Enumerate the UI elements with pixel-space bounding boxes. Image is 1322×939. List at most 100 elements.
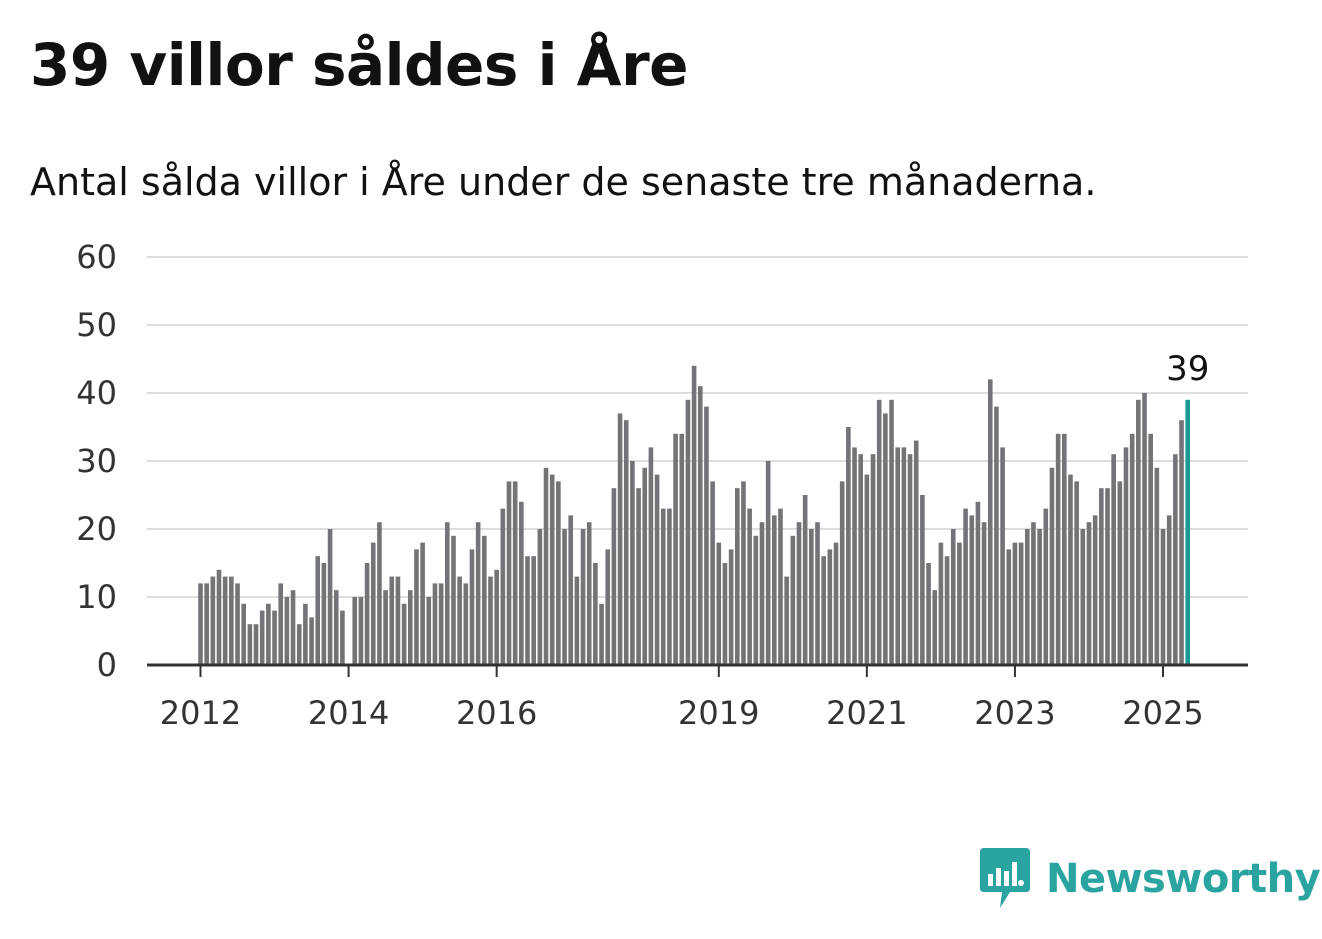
bar [1043,508,1049,665]
bar [1129,433,1135,665]
x-tick-label: 2012 [160,694,241,732]
y-tick-label: 50 [76,306,117,344]
bar [284,597,290,665]
bar [229,576,234,665]
bar [463,583,469,665]
bar [963,508,968,665]
bar [586,522,592,665]
bar [932,590,938,665]
bar [765,461,771,665]
x-tick-label: 2021 [826,694,907,732]
bar [833,542,839,665]
bar [438,583,444,665]
y-axis-ticks: 0 10 20 30 40 50 60 [76,238,117,684]
x-axis-ticks: 2012 2014 2016 2019 2021 2023 2025 [160,665,1204,732]
bar [278,583,284,665]
bars [198,365,1190,665]
bar [1080,529,1086,665]
bar [913,440,919,665]
bar [259,610,265,665]
bar [1099,488,1104,665]
bar [1006,549,1012,665]
bar [778,508,783,665]
bar [981,522,987,665]
bar [630,461,635,665]
bar [741,481,746,665]
bar [377,522,382,665]
bar [457,576,462,665]
bar [445,522,450,665]
value-labels: 39 [1166,349,1209,389]
bar [722,563,728,665]
bar [852,447,857,665]
bar [1111,454,1116,665]
bar [815,522,820,665]
newsworthy-logo-icon [980,848,1030,908]
newsworthy-brand: Newsworthy [980,848,1321,910]
bar [660,508,666,665]
bar [883,413,888,665]
bar [333,590,339,665]
bar [809,529,814,665]
chart-title: 39 villor såldes i Åre [30,31,689,99]
bar [1018,542,1024,665]
bar [636,488,641,665]
bar [617,413,623,665]
bar [303,603,308,665]
bar [1179,420,1184,665]
bar [790,535,796,665]
bar [876,399,882,665]
bar [389,576,395,665]
brand-name: Newsworthy [1046,856,1321,902]
bar [802,495,808,665]
bar [364,563,370,665]
bar [623,420,629,665]
bar [685,399,691,665]
bar [426,597,432,665]
bar [531,556,536,665]
bar [846,427,851,665]
y-tick-label: 30 [76,442,117,480]
bar [753,535,759,665]
bar [1173,454,1178,665]
bar [204,583,209,665]
bar [1086,522,1092,665]
x-tick-label: 2016 [456,694,537,732]
bar [772,515,777,665]
x-tick-label: 2014 [308,694,389,732]
bar [321,563,327,665]
y-tick-label: 40 [76,374,117,412]
bar [889,399,894,665]
bar [969,515,975,665]
x-tick-label: 2023 [974,694,1055,732]
bar [519,501,524,665]
bar [549,474,555,665]
bar [667,508,672,665]
bar [1092,515,1098,665]
y-tick-label: 0 [97,646,117,684]
bar [315,556,321,665]
bar [512,481,518,665]
bar [827,549,833,665]
bar [562,529,567,665]
bar [235,583,240,665]
bar [469,549,475,665]
bar [704,406,709,665]
x-tick-label: 2025 [1122,694,1203,732]
bar [580,529,586,665]
bar [1117,481,1123,665]
bar [370,542,376,665]
x-tick-label: 2019 [678,694,759,732]
bar [734,488,740,665]
bar [759,522,765,665]
bar [537,529,543,665]
bar [642,467,648,665]
bar [574,576,580,665]
bar [1166,515,1172,665]
bar [1049,467,1055,665]
bar [858,454,863,665]
chart-subtitle: Antal sålda villor i Åre under de senast… [30,160,1097,204]
bar [241,603,246,665]
bar [309,617,314,665]
bar [679,433,685,665]
